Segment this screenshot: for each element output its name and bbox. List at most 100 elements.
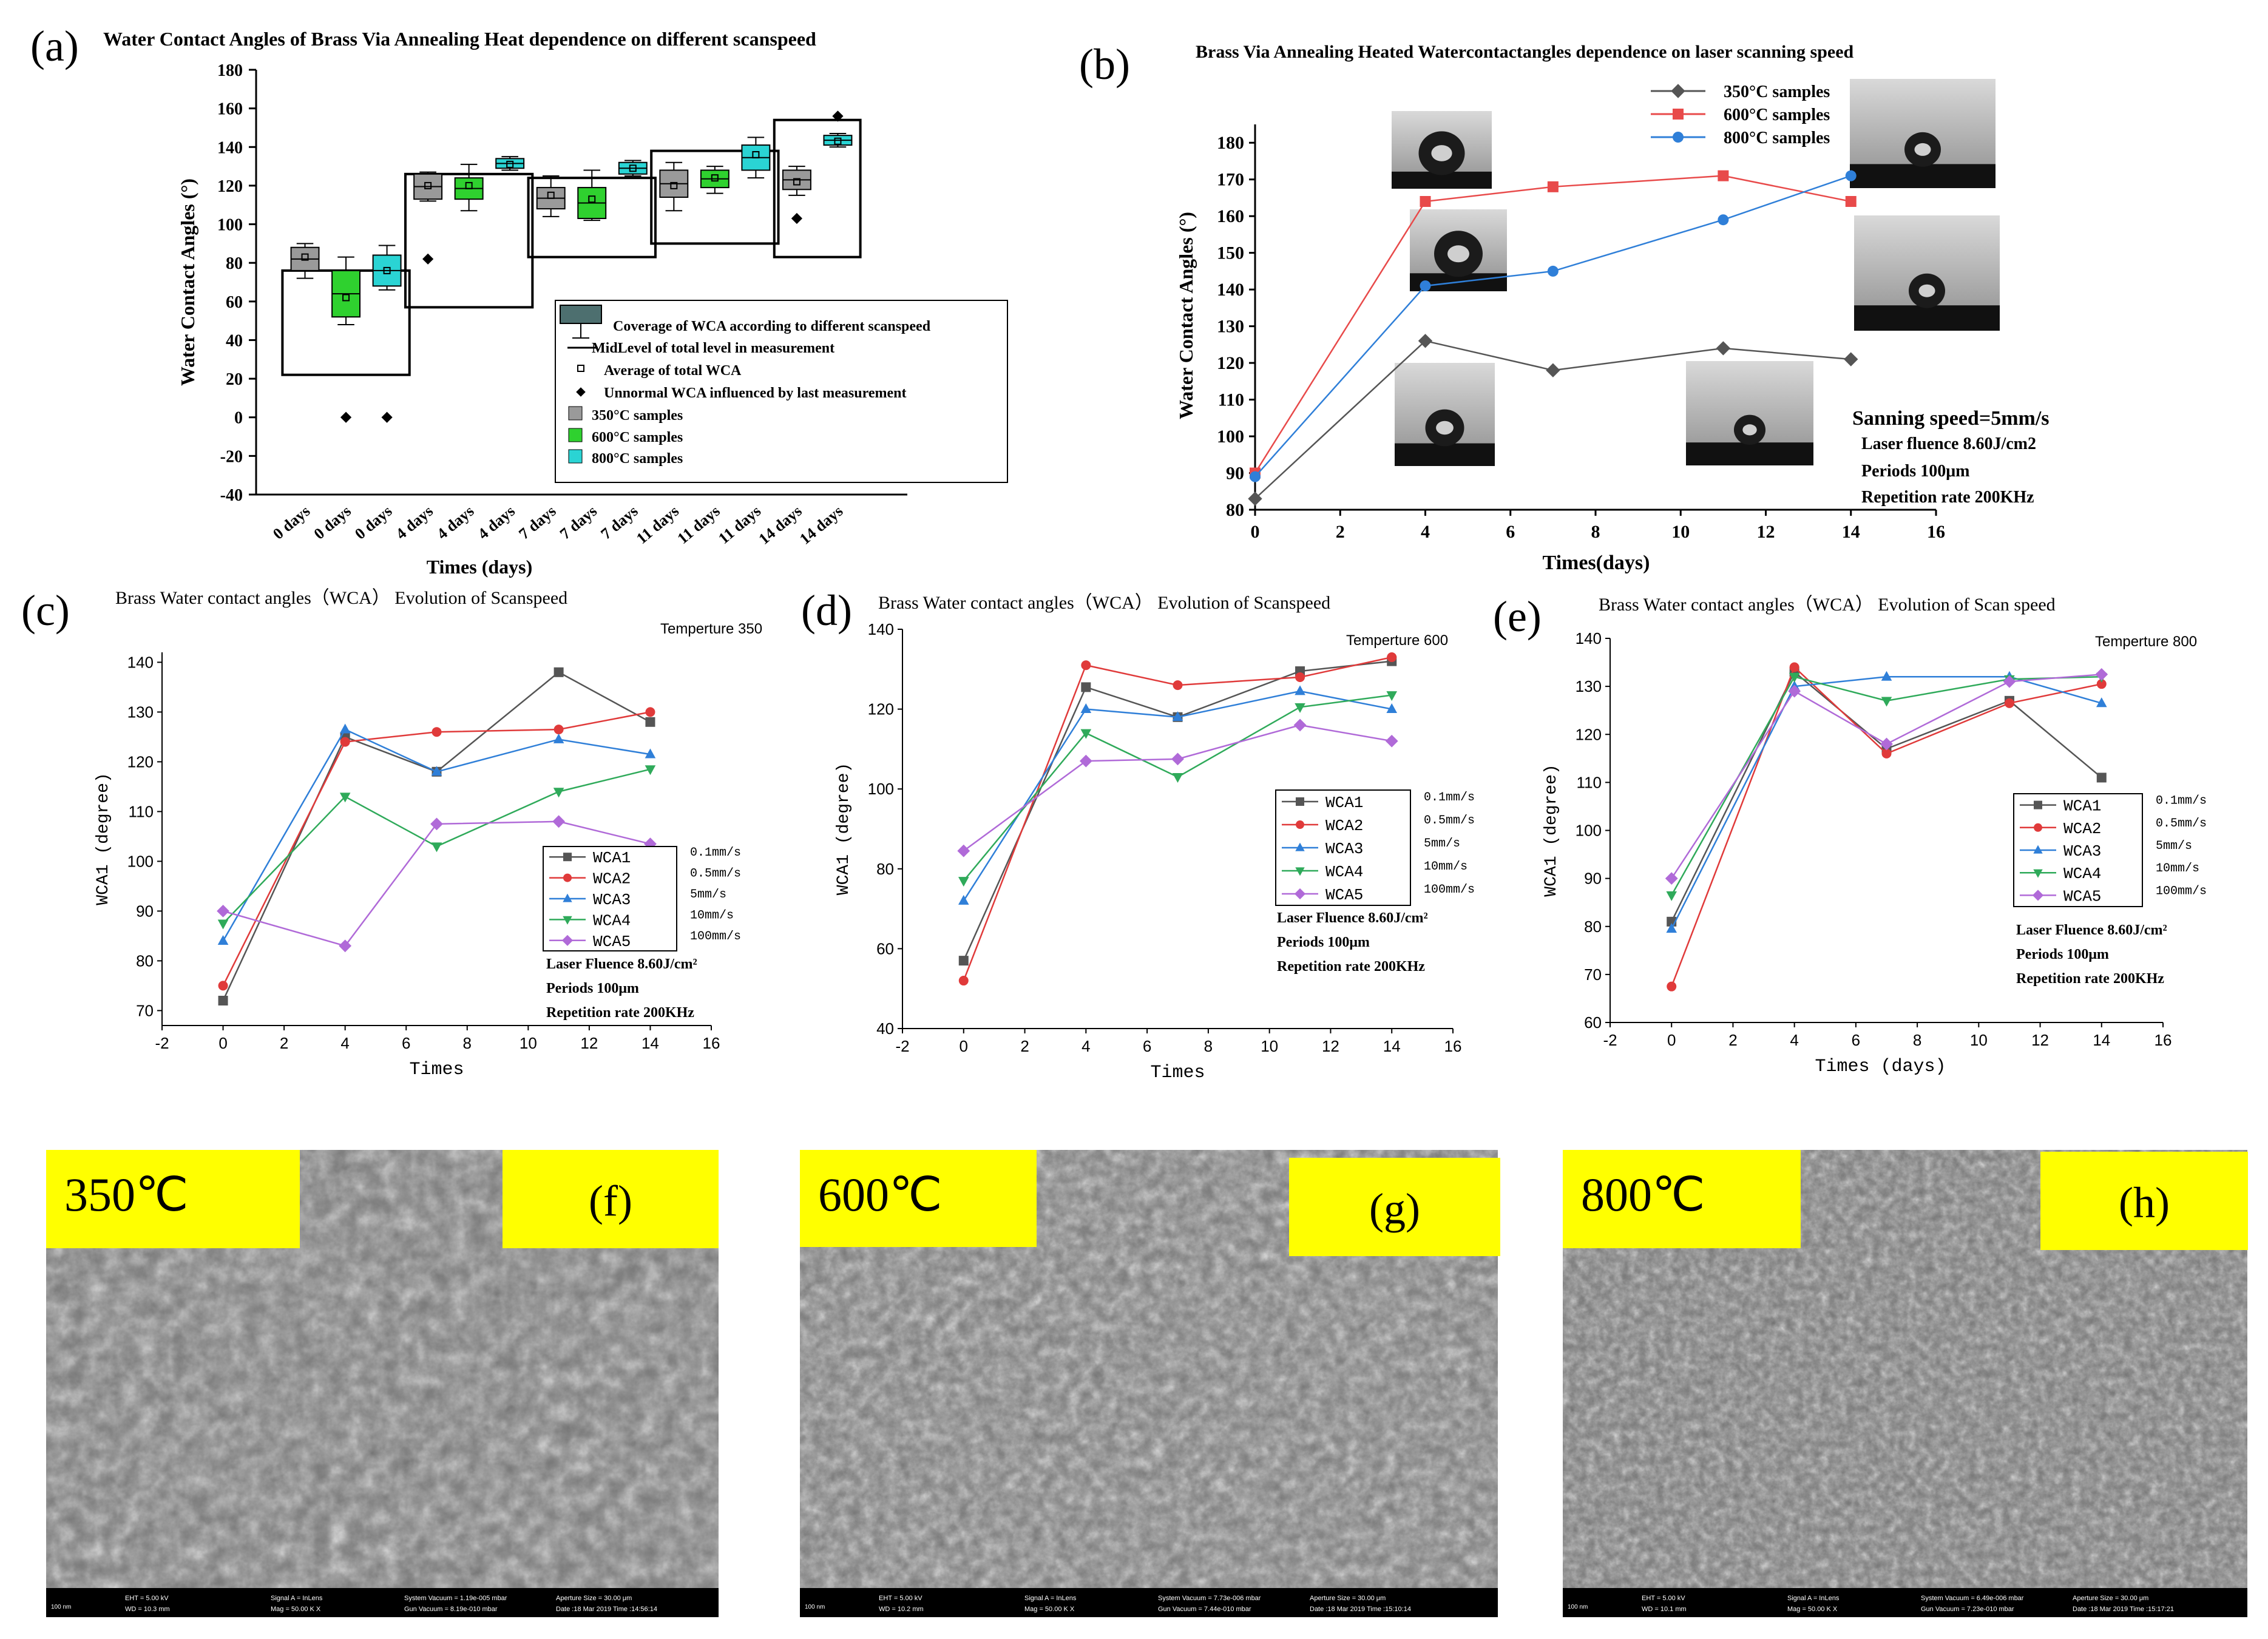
x-axis-label: Times — [1150, 1063, 1205, 1083]
data-point — [1385, 734, 1398, 748]
x-tick-label: 14 — [2093, 1031, 2110, 1049]
sem-info-text: EHT = 5.00 kV WD = 10.2 mm — [879, 1595, 924, 1613]
x-tick-label: 10 — [1671, 522, 1690, 542]
y-tick-label: 140 — [217, 138, 243, 157]
data-point — [1716, 341, 1731, 356]
y-tick-label: 80 — [226, 254, 243, 273]
data-point — [958, 976, 969, 986]
x-tick-label: 11 days — [674, 502, 723, 547]
x-tick-label: 0 — [1667, 1031, 1676, 1049]
data-point — [432, 727, 442, 737]
x-tick-label: -2 — [155, 1034, 169, 1052]
chart-title: Water Contact Angles of Brass Via Anneal… — [103, 28, 816, 50]
y-tick-label: 60 — [226, 293, 243, 312]
legend-speed: 0.5mm/s — [1424, 814, 1475, 828]
data-point — [1880, 737, 1893, 751]
legend-marker — [2033, 869, 2043, 878]
y-tick-label: 100 — [1217, 427, 1244, 447]
sem-temp-label: 800℃ — [1581, 1168, 1705, 1221]
data-point — [1881, 671, 1892, 681]
legend-marker — [561, 934, 574, 946]
legend-entry: WCA3 — [1325, 840, 1363, 858]
data-point — [645, 717, 655, 727]
sem-info-line: Signal A = InLens — [1787, 1595, 1840, 1602]
chart-title: Brass Via Annealing Heated Watercontacta… — [1196, 42, 1854, 62]
x-tick-label: 11 days — [715, 502, 764, 547]
y-tick-label: 80 — [136, 951, 154, 970]
data-point — [2003, 675, 2016, 688]
data-point — [1844, 352, 1858, 367]
y-axis-label: Water Contact Angles (°) — [1175, 212, 1197, 419]
y-tick-label: 100 — [217, 216, 243, 235]
data-point — [218, 981, 228, 991]
x-tick-label: 8 — [463, 1034, 472, 1052]
data-point — [1387, 652, 1397, 663]
sem-info-line: Date :18 Mar 2019 Time :14:56:14 — [556, 1606, 657, 1613]
x-tick-label: 8 — [1591, 522, 1600, 542]
sem-info-text: Signal A = InLens Mag = 50.00 K X — [1024, 1595, 1077, 1613]
legend-marker — [1673, 132, 1684, 143]
annotation-text: Periods 100μm — [2016, 947, 2109, 962]
y-tick-label: 160 — [217, 100, 243, 119]
x-tick-label: 0 days — [311, 502, 354, 542]
legend-entry: WCA2 — [2063, 820, 2101, 838]
data-point — [1386, 703, 1398, 713]
data-point — [957, 844, 970, 857]
box-mean — [711, 174, 719, 182]
data-point — [217, 905, 229, 918]
x-tick-label: 10 — [1261, 1037, 1278, 1055]
legend-speed: 10mm/s — [690, 908, 734, 922]
panel-label: (e) — [1493, 592, 1542, 641]
legend-swatch-box — [560, 305, 602, 324]
x-tick-label: 4 — [340, 1034, 349, 1052]
sem-info-bar — [46, 1588, 719, 1617]
legend-marker — [1296, 820, 1304, 829]
data-point — [553, 725, 564, 735]
y-tick-label: 80 — [1226, 500, 1244, 520]
legend-box — [555, 300, 1008, 483]
data-point — [2096, 679, 2107, 689]
annotation-text: Laser Fluence 8.60J/cm² — [546, 956, 697, 972]
x-tick-label: 8 — [1204, 1037, 1213, 1055]
x-tick-label: 4 — [1421, 522, 1430, 542]
panel-label: (a) — [30, 22, 79, 70]
legend-speed: 10mm/s — [2156, 862, 2199, 876]
sem-temp-label: 600℃ — [818, 1168, 943, 1221]
x-tick-label: 4 days — [433, 502, 477, 542]
sem-info-line: WD = 10.1 mm — [1642, 1606, 1687, 1613]
y-tick-label: 130 — [1576, 677, 1602, 695]
data-point — [1881, 697, 1892, 707]
data-point — [1172, 773, 1183, 783]
legend-speed: 5mm/s — [690, 888, 726, 902]
sem-temp-tag — [1563, 1150, 1801, 1248]
box-mean — [670, 181, 678, 189]
annotation-text: Repetition rate 200KHz — [546, 1005, 694, 1021]
box-mean — [629, 164, 637, 172]
data-point — [1718, 170, 1729, 181]
data-point — [2096, 697, 2107, 708]
sem-info-bar — [800, 1588, 1498, 1617]
x-tick-label: 16 — [703, 1034, 720, 1052]
legend-entry: WCA4 — [2063, 865, 2101, 883]
data-point — [1295, 672, 1305, 682]
sem-info-text: Aperture Size = 30.00 μm Date :18 Mar 201… — [556, 1595, 657, 1613]
legend-marker — [2034, 823, 2042, 832]
droplet-photo-substrate — [1850, 164, 1996, 188]
annotation-text: Laser fluence 8.60J/cm2 — [1861, 434, 2036, 453]
chart-subtitle: Temperture 600 — [1346, 632, 1448, 649]
outlier-point — [381, 411, 393, 423]
sem-panel-tag — [1289, 1158, 1500, 1256]
data-point — [339, 723, 351, 734]
droplet-photo-substrate — [1395, 443, 1495, 466]
sem-info-line: Signal A = InLens — [1024, 1595, 1077, 1602]
box-mean — [547, 191, 555, 199]
x-tick-label: 6 — [1852, 1031, 1860, 1049]
legend-entry: Average of total WCA — [604, 363, 742, 379]
x-tick-label: 0 — [960, 1037, 968, 1055]
legend-marker — [563, 916, 572, 925]
y-tick-label: 120 — [1576, 725, 1602, 743]
data-point — [1080, 729, 1092, 739]
legend-marker — [1671, 84, 1685, 98]
x-axis-label: Times (days) — [427, 556, 533, 578]
y-tick-label: 100 — [868, 780, 894, 798]
